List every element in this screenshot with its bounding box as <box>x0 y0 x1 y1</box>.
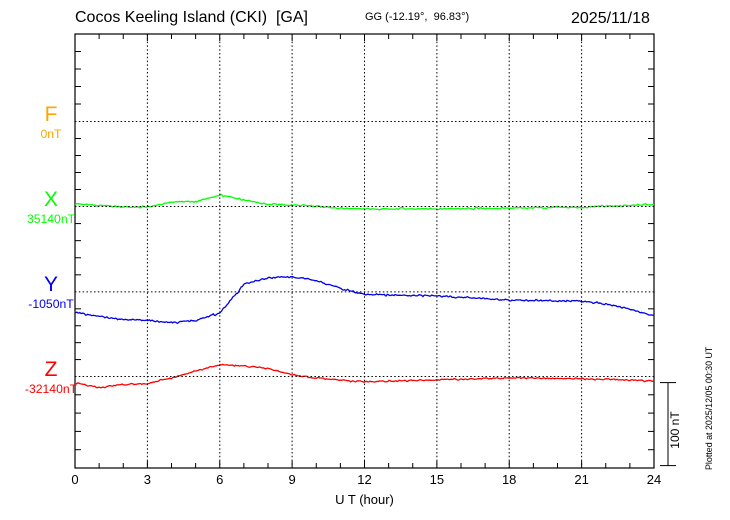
svg-text:12: 12 <box>357 472 371 487</box>
svg-text:-32140nT: -32140nT <box>25 382 78 396</box>
svg-text:0nT: 0nT <box>40 127 62 141</box>
svg-text:Plotted at 2025/12/05 00:30 UT: Plotted at 2025/12/05 00:30 UT <box>704 346 714 470</box>
svg-text:2025/11/18: 2025/11/18 <box>571 10 650 27</box>
svg-text:100 nT: 100 nT <box>668 411 682 449</box>
svg-text:35140nT: 35140nT <box>27 212 76 226</box>
svg-text:9: 9 <box>288 472 295 487</box>
svg-text:U T (hour): U T (hour) <box>335 492 394 507</box>
svg-text:15: 15 <box>430 472 444 487</box>
svg-text:3: 3 <box>144 472 151 487</box>
svg-text:F: F <box>45 103 58 126</box>
svg-text:24: 24 <box>647 472 661 487</box>
svg-text:18: 18 <box>502 472 516 487</box>
svg-text:X: X <box>44 188 58 211</box>
svg-text:0: 0 <box>71 472 78 487</box>
svg-text:Z: Z <box>45 358 58 381</box>
svg-text:6: 6 <box>216 472 223 487</box>
svg-text:GG (-12.19°, 96.83°): GG (-12.19°, 96.83°) <box>365 11 469 23</box>
svg-text:Y: Y <box>44 273 58 296</box>
svg-text:Cocos Keeling Island (CKI) [G: Cocos Keeling Island (CKI) [GA] <box>75 9 308 26</box>
svg-text:-1050nT: -1050nT <box>28 297 74 311</box>
svg-text:21: 21 <box>574 472 588 487</box>
